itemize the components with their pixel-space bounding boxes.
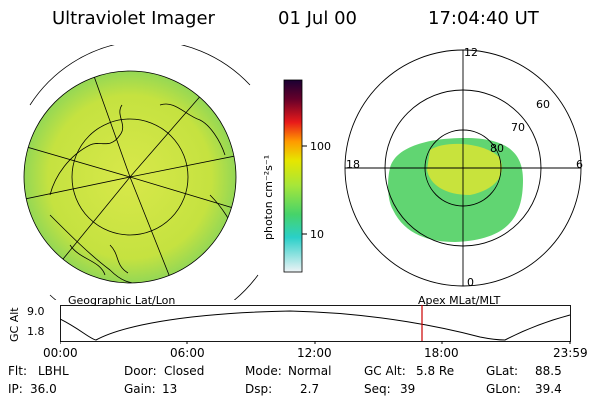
strip-xtick-0000: 00:00	[43, 346, 78, 360]
date-label: 01 Jul 00	[278, 8, 357, 29]
footer-gcalt-value: 5.8 Re	[416, 364, 455, 378]
meridian	[49, 176, 131, 276]
colorbar-unit-label: photon cm⁻²s⁻¹	[262, 154, 275, 240]
strip-xtick-1200: 12:00	[297, 346, 332, 360]
footer-ip-label: IP:	[8, 382, 23, 396]
strip-xtick-2359: 23:59	[553, 346, 588, 360]
footer-glat-label: GLat:	[486, 364, 519, 378]
strip-axis-label: GC Alt	[8, 307, 21, 342]
altitude-strip-plot	[60, 305, 571, 344]
limb-arc	[29, 45, 251, 106]
footer-ip-value: 36.0	[30, 382, 57, 396]
meridian	[129, 154, 236, 178]
lat-label-80: 80	[490, 142, 504, 155]
time-label: 17:04:40 UT	[428, 8, 539, 29]
footer-mode-value: Normal	[288, 364, 332, 378]
geographic-image	[23, 45, 259, 300]
footer-door-label: Door:	[124, 364, 157, 378]
strip-xtick-0600: 06:00	[170, 346, 205, 360]
strip-ytick-9: 9.0	[27, 305, 45, 318]
altitude-curve	[60, 310, 571, 341]
footer-dsp-label: Dsp:	[245, 382, 273, 396]
meridian	[24, 144, 131, 178]
mlt-label-0: 0	[467, 276, 474, 289]
footer-door-value: Closed	[164, 364, 205, 378]
colorbar-tick-100: 100	[310, 140, 331, 153]
strip-xtick-1800: 18:00	[424, 346, 459, 360]
coastline	[159, 103, 226, 156]
mlt-label-18: 18	[346, 158, 360, 171]
color-scale-bar	[283, 79, 307, 273]
mlt-label-12: 12	[464, 46, 478, 59]
footer-gain-label: Gain:	[124, 382, 156, 396]
footer-mode-label: Mode:	[245, 364, 282, 378]
lat-label-70: 70	[511, 121, 525, 134]
polar-mlat-mlt-plot	[344, 49, 582, 287]
right-panel-caption: Apex MLat/MLT	[418, 294, 501, 307]
mlt-label-6: 6	[576, 158, 583, 171]
strip-frame	[60, 305, 571, 342]
footer-dsp-value: 2.7	[300, 382, 320, 396]
color-gradient	[283, 79, 303, 273]
footer-gcalt-label: GC Alt:	[364, 364, 406, 378]
strip-ytick-1: 1.8	[27, 325, 45, 338]
meridian	[89, 71, 131, 178]
coastline	[69, 244, 129, 276]
footer-seq-label: Seq:	[364, 382, 391, 396]
footer-glon-label: GLon:	[486, 382, 521, 396]
coastline	[49, 104, 124, 196]
latitude-ring	[71, 118, 189, 236]
meridian	[24, 176, 131, 201]
footer-seq-value: 39	[400, 382, 416, 396]
limb-arc	[49, 274, 259, 300]
colorbar-tick-10: 10	[310, 228, 324, 241]
auroral-center	[427, 143, 502, 195]
meridian	[129, 176, 236, 211]
footer-flt-value: LBHL	[38, 364, 69, 378]
footer-glon-value: 39.4	[535, 382, 562, 396]
meridian	[129, 176, 176, 283]
left-panel-caption: Geographic Lat/Lon	[68, 294, 176, 307]
meridian	[129, 84, 211, 178]
instrument-title: Ultraviolet Imager	[52, 8, 215, 29]
footer-gain-value: 13	[162, 382, 178, 396]
footer-glat-value: 88.5	[535, 364, 562, 378]
footer-flt-label: Flt:	[8, 364, 27, 378]
lat-label-60: 60	[536, 98, 550, 111]
